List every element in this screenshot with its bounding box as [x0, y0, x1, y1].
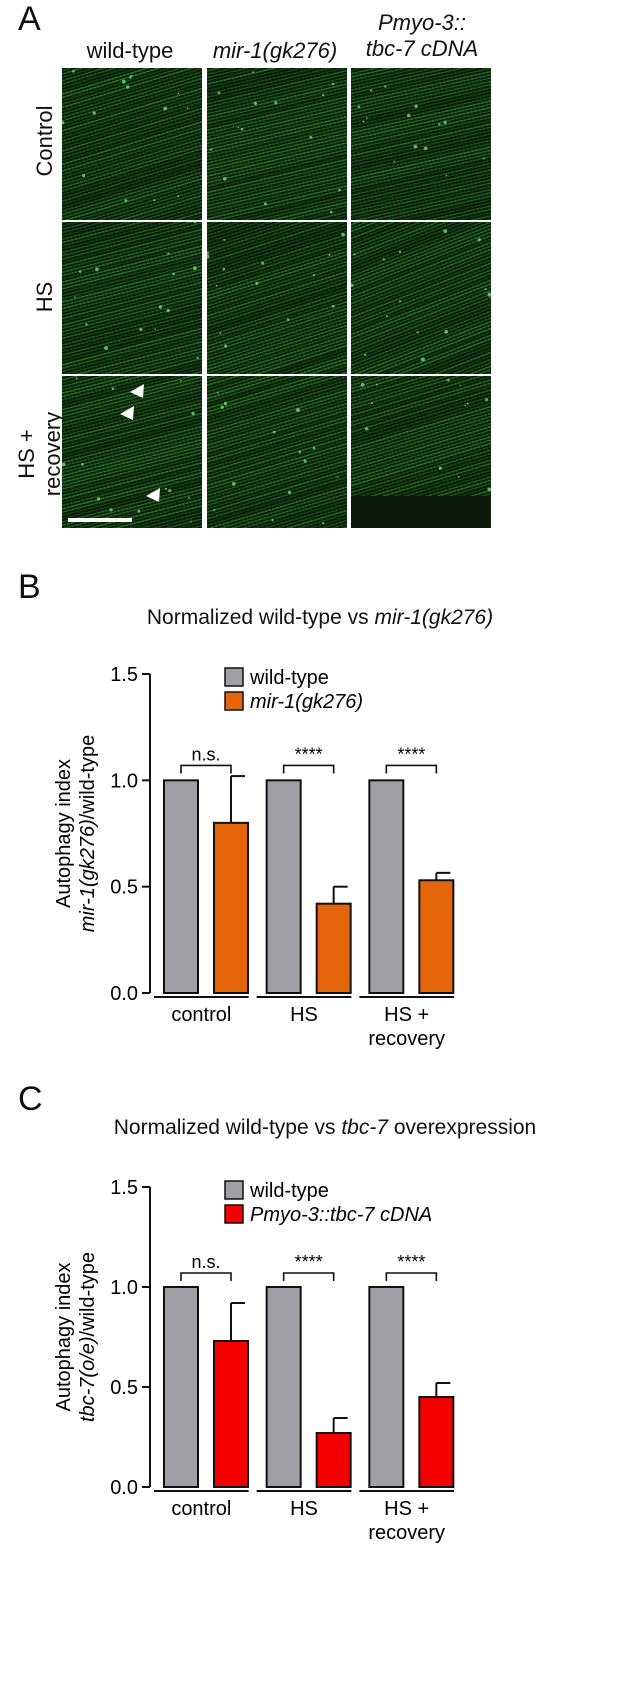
column-header-mir-1: mir-1(gk276): [212, 38, 338, 63]
column-header-tbc-7: Pmyo-3:: tbc-7 cDNA: [365, 10, 479, 61]
legend-label: wild-type: [249, 1180, 329, 1202]
significance-bracket: [282, 1272, 335, 1281]
scale-bar: [68, 518, 132, 522]
bar-wild-type: [368, 1286, 405, 1488]
y-axis-label-line2: tbc-7(o/e)/wild-type: [77, 1252, 99, 1422]
legend-label: Pmyo-3::tbc-7 cDNA: [250, 1204, 432, 1226]
category-label: recovery: [368, 1028, 445, 1050]
significance-label: ****: [397, 1252, 425, 1272]
significance-bracket: [385, 764, 438, 774]
significance-label: ****: [295, 744, 323, 764]
micrograph-r2-c3: [351, 222, 491, 374]
y-tick-label: 0.5: [110, 1377, 138, 1399]
significance-bracket: [180, 1272, 232, 1281]
bar-mutant: [315, 902, 352, 994]
significance-label: n.s.: [191, 1252, 220, 1272]
y-tick-label: 1.0: [110, 1277, 138, 1299]
category-label: HS +: [384, 1498, 429, 1520]
y-tick-label: 0.5: [110, 877, 138, 899]
significance-bracket: [385, 1272, 438, 1281]
bar-mutant: [418, 1396, 455, 1488]
category-label: control: [171, 1004, 231, 1026]
arrowhead-marker: [120, 406, 134, 420]
legend-label: mir-1(gk276): [250, 691, 363, 713]
chart-b-title: Normalized wild-type vs mir-1(gk276): [146, 606, 494, 629]
legend-swatch: [224, 691, 244, 711]
category-label: HS: [290, 1498, 318, 1520]
legend-swatch: [224, 667, 244, 687]
bar-wild-type: [265, 779, 302, 994]
significance-bracket: [282, 764, 335, 774]
row-label-hs-recovery: HS + recovery: [14, 411, 65, 497]
significance-label: n.s.: [191, 744, 220, 764]
y-tick-label: 0.0: [110, 983, 138, 1005]
category-label: HS: [290, 1004, 318, 1026]
category-label: recovery: [368, 1522, 445, 1544]
panel-b-letter: B: [18, 568, 41, 606]
column-header-wild-type: wild-type: [86, 38, 174, 63]
bar-mutant: [213, 1340, 249, 1488]
micrograph-r1-c2: [207, 68, 347, 220]
significance-label: ****: [397, 744, 425, 764]
bar-wild-type: [163, 779, 199, 994]
bar-mutant: [315, 1432, 352, 1488]
row-label-hs: HS: [32, 281, 57, 313]
y-tick-label: 1.0: [110, 770, 138, 792]
category-label: HS +: [384, 1004, 429, 1026]
y-axis-label-line2: mir-1(gk276)/wild-type: [77, 735, 99, 932]
category-label: control: [171, 1498, 231, 1520]
micrograph-r2-c1: [62, 222, 202, 374]
y-tick-label: 1.5: [110, 664, 138, 686]
bar-wild-type: [163, 1286, 199, 1488]
micrograph-r3-c1: [62, 376, 202, 528]
micrograph-r1-c3: [351, 68, 491, 220]
significance-bracket: [180, 764, 232, 774]
micrograph-r3-c3: [351, 376, 491, 528]
chart-c-title: Normalized wild-type vs tbc-7 overexpres…: [113, 1116, 537, 1139]
micrograph-r3-c2: [207, 376, 347, 528]
legend-label: wild-type: [249, 667, 329, 689]
panel-a-letter: A: [18, 0, 41, 38]
legend-swatch: [224, 1180, 244, 1200]
y-axis-label-line1: Autophagy index: [53, 1262, 75, 1411]
y-tick-label: 0.0: [110, 1477, 138, 1499]
y-axis-label-line1: Autophagy index: [53, 759, 75, 908]
chart-c: 0.0 0.5 1.0 1.5 Autophagy index tbc-7(o/e)/wi…: [53, 1177, 455, 1544]
bar-mutant: [418, 879, 455, 994]
chart-b: 0.0 0.5 1.0 1.5 Autophagy index mir-1(gk276)/…: [53, 664, 455, 1050]
significance-label: ****: [295, 1252, 323, 1272]
micrograph-r1-c1: [62, 68, 202, 220]
bar-wild-type: [368, 779, 405, 994]
row-label-control: Control: [32, 105, 57, 177]
panel-c-letter: C: [18, 1080, 43, 1118]
y-tick-label: 1.5: [110, 1177, 138, 1199]
legend-swatch: [224, 1204, 244, 1224]
arrowhead-marker: [146, 488, 160, 502]
bar-mutant: [213, 821, 249, 994]
bar-wild-type: [265, 1286, 302, 1488]
micrograph-r2-c2: [207, 222, 347, 374]
arrowhead-marker: [130, 384, 144, 398]
